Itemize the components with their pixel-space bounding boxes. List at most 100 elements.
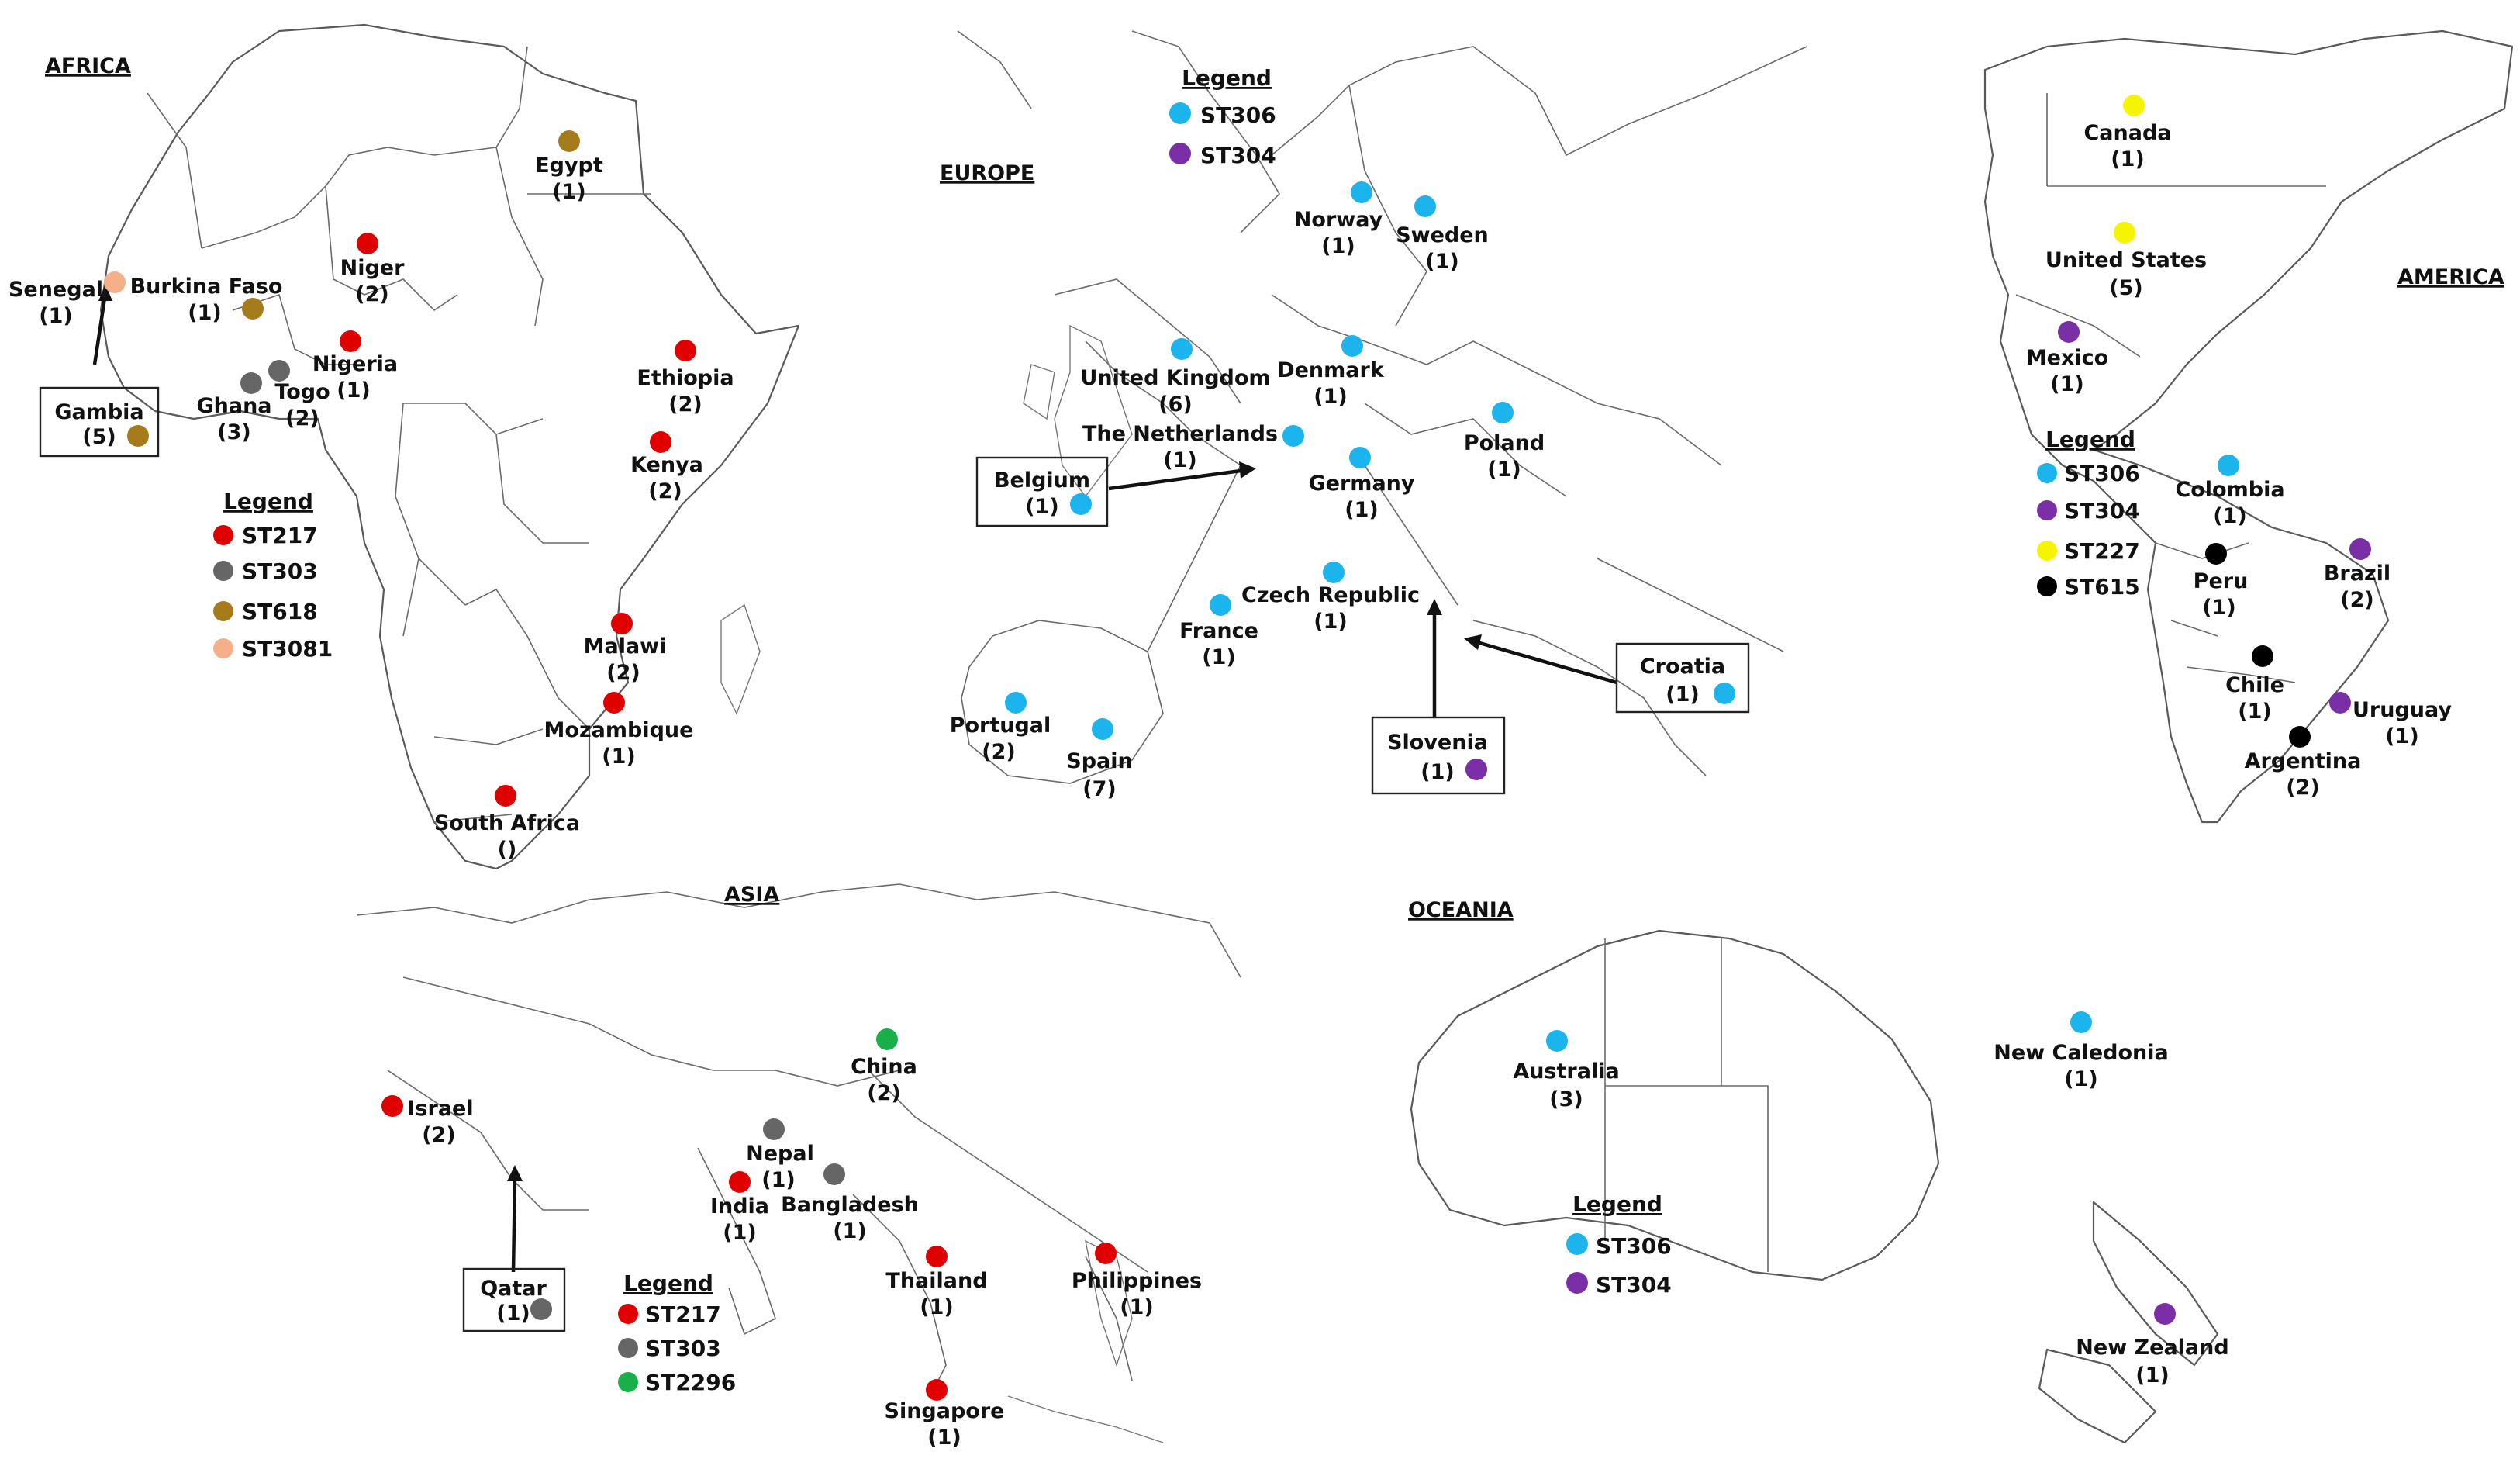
country-count: (2) — [285, 406, 319, 430]
country-sweden: Sweden (1) — [1396, 195, 1489, 274]
country-count: (1) — [2202, 596, 2235, 620]
marker-dot — [2070, 1011, 2092, 1033]
marker-dot — [876, 1028, 898, 1050]
legend-label: ST615 — [2064, 574, 2140, 600]
country-count: (1) — [2064, 1067, 2097, 1091]
country-uruguay: Uruguay (1) — [2329, 692, 2452, 748]
legend-label: ST306 — [2064, 461, 2140, 486]
marker-dot — [1005, 692, 1027, 714]
legend-africa: Legend ST217 ST303 ST618 ST3081 — [213, 489, 333, 662]
country-india: India (1) — [710, 1171, 769, 1245]
country-chile: Chile (1) — [2225, 645, 2284, 724]
country-name: New Caledonia — [1994, 1041, 2168, 1065]
country-count: (1) — [2111, 147, 2144, 171]
country-france: France (1) — [1179, 594, 1258, 669]
legend-title: Legend — [1572, 1191, 1662, 1217]
country-brazil: Brazil (2) — [2324, 538, 2391, 612]
marker-dot — [1171, 338, 1193, 360]
marker-dot — [926, 1379, 948, 1401]
marker-dot — [2154, 1303, 2176, 1325]
country-name: Philippines — [1072, 1269, 1202, 1293]
marker-dot — [1714, 683, 1735, 704]
country-count: (1) — [833, 1219, 866, 1243]
marker-dot — [1210, 594, 1231, 616]
country-canada: Canada (1) — [2083, 95, 2172, 171]
country-count: (1) — [1487, 458, 1521, 482]
country-name: Brazil — [2324, 562, 2391, 586]
country-count: (1) — [1314, 385, 1347, 409]
country-name: China — [851, 1055, 917, 1079]
legend-swatch — [213, 561, 233, 581]
country-count: (5) — [82, 425, 116, 449]
country-colombia: Colombia (1) — [2175, 455, 2285, 528]
country-thailand: Thailand (1) — [885, 1246, 988, 1319]
country-name: Nigeria — [312, 352, 398, 376]
country-argentina: Argentina (2) — [2245, 726, 2361, 800]
country-count: (1) — [1425, 250, 1458, 274]
basemap-asia — [356, 883, 1241, 1443]
legend-asia: Legend ST217 ST303 ST2296 — [618, 1270, 736, 1395]
country-name: France — [1179, 619, 1258, 643]
country-united-states: United States (5) — [2045, 222, 2207, 300]
country-count: (1) — [1314, 610, 1347, 634]
country-name: Belgium — [994, 468, 1090, 493]
box-croatia — [1615, 642, 1750, 714]
country-israel: Israel (2) — [381, 1095, 474, 1147]
marker-dot — [1092, 718, 1113, 740]
marker-dot — [381, 1095, 403, 1117]
country-count: (1) — [1666, 683, 1699, 707]
legend-label: ST306 — [1596, 1233, 1672, 1259]
legend-swatch — [213, 601, 233, 621]
arrow-belgium — [1108, 468, 1241, 491]
country-name: Israel — [407, 1097, 473, 1121]
country-name: Colombia — [2175, 478, 2284, 502]
marker-dot — [2218, 455, 2239, 476]
marker-dot — [2329, 692, 2351, 714]
legend-swatch — [1566, 1233, 1588, 1255]
country-name: Togo — [274, 380, 330, 404]
marker-dot — [1341, 335, 1363, 357]
country-name: Mozambique — [544, 718, 694, 742]
country-count: (2) — [606, 661, 640, 685]
country-name: Norway — [1294, 208, 1383, 232]
marker-dot — [729, 1171, 751, 1193]
country-united-kingdom: United Kingdom (6) — [1080, 338, 1271, 417]
country-belgium: Belgium (1) — [994, 468, 1092, 519]
marker-dot — [2058, 321, 2080, 343]
country-count: (1) — [2238, 700, 2271, 724]
arrow-qatar — [511, 1178, 517, 1273]
country-name: Senegal — [9, 278, 103, 302]
country-name: India — [710, 1194, 769, 1218]
legend-swatch — [2037, 576, 2057, 596]
country-slovenia: Slovenia (1) — [1387, 731, 1488, 784]
country-count: (1) — [1202, 645, 1235, 669]
country-count: (1) — [920, 1295, 953, 1319]
country-name: Niger — [340, 256, 405, 280]
country-count: (2) — [668, 392, 702, 417]
marker-dot — [763, 1118, 785, 1140]
country-name: The Netherlands — [1082, 422, 1278, 446]
country-australia: Australia (3) — [1513, 1030, 1620, 1111]
country-new-caledonia: New Caledonia (1) — [1994, 1011, 2169, 1091]
marker-dot — [1351, 181, 1372, 203]
legend-label: ST3081 — [242, 636, 333, 662]
country-name: Gambia — [54, 400, 143, 424]
country-count: (1) — [1163, 448, 1196, 472]
country-count: (1) — [2213, 504, 2246, 528]
arrowhead-belgium — [1239, 461, 1256, 479]
country-name: South Africa — [434, 811, 580, 835]
country-name: Canada — [2083, 121, 2171, 145]
legend-europe: Legend ST306 ST304 — [1169, 65, 1276, 168]
legend-label: ST2296 — [645, 1370, 736, 1395]
country-name: United Kingdom — [1080, 366, 1270, 390]
country-name: Spain — [1066, 749, 1132, 773]
country-count: (5) — [2109, 276, 2142, 300]
country-count: (1) — [552, 180, 585, 204]
country-gambia: Gambia (5) — [54, 400, 149, 449]
country-peru: Peru (1) — [2194, 543, 2248, 620]
country-name: Ethiopia — [637, 366, 734, 390]
arrow-croatia — [1476, 640, 1617, 685]
marker-dot — [558, 130, 580, 152]
basemap-africa — [99, 23, 800, 870]
country-croatia: Croatia (1) — [1640, 655, 1735, 707]
